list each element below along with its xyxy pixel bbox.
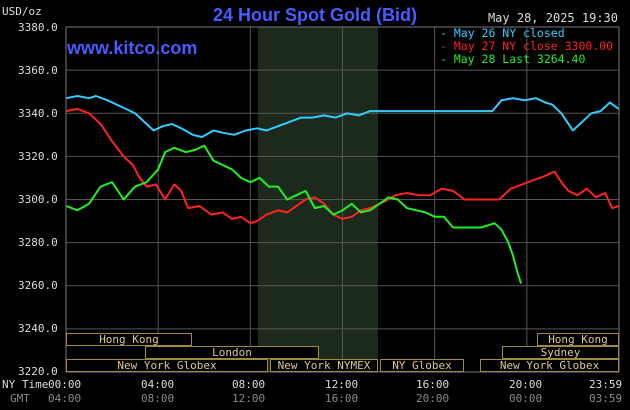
legend-item-may28: - May 28 Last 3264.40 (440, 52, 586, 66)
y-tick-label: 3320.0 (18, 150, 58, 163)
y-tick-label: 3280.0 (18, 236, 58, 249)
x-tick-gmt: 00:00 (509, 392, 543, 405)
x-tick-ny: 00:00 (48, 378, 82, 391)
y-tick-label: 3240.0 (18, 322, 58, 335)
y-tick-label: 3220.0 (18, 365, 58, 378)
series-line-0 (65, 95, 620, 138)
x-tick-ny: 20:00 (509, 378, 543, 391)
watermark: www.kitco.com (67, 38, 198, 58)
x-axis-ny-label: NY Time (2, 378, 49, 391)
y-unit-label: USD/oz (2, 5, 42, 18)
x-tick-ny: 23:59 (589, 378, 623, 391)
market-hongkong-2: Hong Kong (537, 333, 619, 346)
legend-item-may27: - May 27 NY close 3300.00 (440, 39, 614, 53)
x-axis-gmt-label: GMT (10, 392, 30, 405)
x-tick-gmt: 20:00 (416, 392, 450, 405)
market-ny-globex-3: New York Globex (480, 359, 619, 372)
x-tick-ny: 12:00 (325, 378, 359, 391)
x-tick-ny: 16:00 (416, 378, 450, 391)
chart-title: 24 Hour Spot Gold (Bid) (213, 5, 417, 25)
market-ny-globex-1: New York Globex (66, 359, 268, 372)
market-sydney: Sydney (502, 346, 619, 359)
y-tick-label: 3360.0 (18, 64, 58, 77)
market-london: London (145, 346, 319, 359)
market-hongkong-1: Hong Kong (66, 333, 192, 346)
market-ny-nymex: New York NYMEX (270, 359, 378, 372)
x-tick-gmt: 03:59 (589, 392, 623, 405)
y-tick-label: 3340.0 (18, 107, 58, 120)
y-tick-label: 3260.0 (18, 279, 58, 292)
x-tick-gmt: 04:00 (48, 392, 82, 405)
x-tick-gmt: 08:00 (141, 392, 175, 405)
x-tick-ny: 04:00 (141, 378, 175, 391)
x-tick-ny: 08:00 (232, 378, 266, 391)
legend-item-may26: - May 26 NY closed (440, 26, 565, 40)
y-tick-label: 3300.0 (18, 193, 58, 206)
legend: - May 26 NY closed - May 27 NY close 330… (440, 27, 613, 66)
chart-datetime: May 28, 2025 19:30 (487, 11, 618, 25)
x-tick-gmt: 12:00 (232, 392, 266, 405)
series-line-2 (65, 144, 523, 284)
plot-border (65, 26, 620, 373)
market-ny-globex-2: NY Globex (380, 359, 464, 372)
x-tick-gmt: 16:00 (325, 392, 359, 405)
y-tick-label: 3380.0 (18, 21, 58, 34)
